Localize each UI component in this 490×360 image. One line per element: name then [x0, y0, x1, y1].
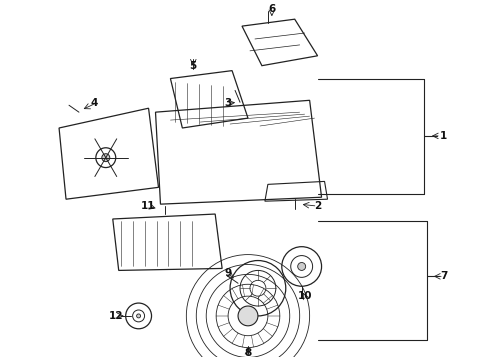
Circle shape	[238, 306, 258, 326]
Circle shape	[137, 314, 141, 318]
Circle shape	[102, 154, 110, 162]
Text: 12: 12	[108, 311, 123, 321]
Text: 8: 8	[245, 347, 251, 357]
Text: 11: 11	[141, 201, 156, 211]
Text: 7: 7	[440, 271, 447, 282]
Text: 3: 3	[224, 98, 232, 108]
Circle shape	[298, 262, 306, 270]
Text: 1: 1	[440, 131, 447, 141]
Text: 6: 6	[268, 4, 275, 14]
Text: 10: 10	[297, 291, 312, 301]
Text: 4: 4	[90, 98, 98, 108]
Text: 2: 2	[314, 201, 321, 211]
Text: 5: 5	[190, 61, 197, 71]
Text: 9: 9	[224, 269, 232, 278]
